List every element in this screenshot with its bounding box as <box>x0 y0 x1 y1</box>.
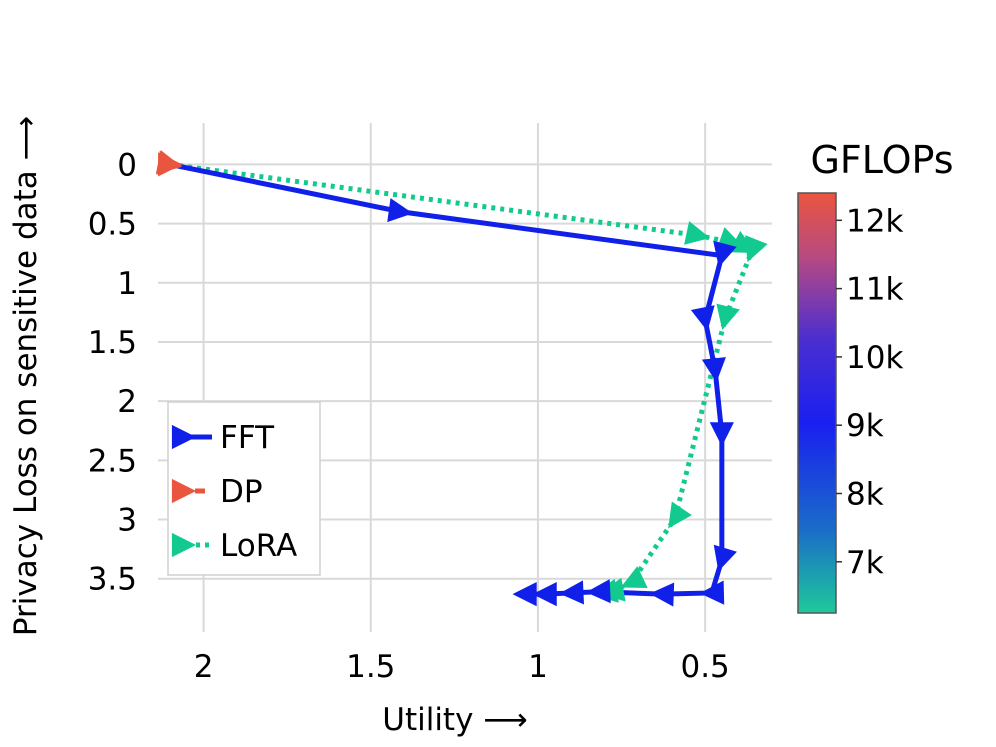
y-tick-label: 1.5 <box>88 325 137 361</box>
colorbar-tick-label: 8k <box>846 476 884 512</box>
y-tick-label: 3 <box>117 503 137 539</box>
data-point-fft <box>713 544 737 572</box>
legend-marker-lora <box>171 532 197 558</box>
data-point-fft <box>586 579 611 604</box>
data-point-fft <box>559 580 585 605</box>
y-tick-label: 1 <box>117 266 137 302</box>
colorbar-gradient <box>797 192 837 614</box>
data-point-lora <box>745 235 768 263</box>
legend-label-dp: DP <box>220 474 263 510</box>
colorbar-tick-label: 11k <box>846 272 903 308</box>
data-point-lora <box>684 221 711 245</box>
data-point-lora <box>620 566 648 589</box>
x-tick-label: 0.5 <box>680 649 729 685</box>
legend-marker-dp <box>171 478 197 504</box>
y-tick-label: 2 <box>117 384 137 420</box>
legend-label-fft: FFT <box>220 420 275 456</box>
colorbar: GFLOPs 12k 11k 10k 9k 8k 7k <box>797 138 954 614</box>
x-axis-label: Utility ⟶ <box>382 702 527 738</box>
data-point-lora <box>716 303 740 331</box>
colorbar-tick-label: 12k <box>846 203 903 239</box>
data-point-fft <box>699 580 725 605</box>
y-tick-label: 3.5 <box>88 562 137 598</box>
data-point-fft <box>713 240 737 268</box>
data-point-fft <box>532 582 557 607</box>
x-tick-label: 2 <box>194 649 214 685</box>
legend-marker-fft <box>171 424 197 450</box>
colorbar-tick-label: 7k <box>846 545 884 581</box>
data-point-fft <box>649 582 675 607</box>
tick-labels: 2 1.5 1 0.5 0 0.5 1 1.5 2 2.5 3 3.5 <box>88 147 730 685</box>
y-tick-label: 2.5 <box>88 443 137 479</box>
y-axis-label: Privacy Loss on sensitive data ⟶ <box>8 116 44 636</box>
data-point-fft <box>512 582 537 607</box>
markers <box>155 150 768 607</box>
data-point-fft <box>690 305 715 332</box>
x-tick-label: 1 <box>528 649 548 685</box>
legend: FFT DP LoRA <box>167 401 321 576</box>
y-tick-label: 0.5 <box>88 207 137 243</box>
data-point-fft <box>701 357 726 383</box>
x-tick-label: 1.5 <box>346 649 395 685</box>
colorbar-tick-label: 10k <box>846 340 903 376</box>
data-point-dp <box>158 152 183 177</box>
data-point-fft <box>387 198 413 223</box>
data-point-fft <box>709 422 734 447</box>
colorbar-tick-label: 9k <box>846 408 884 444</box>
colorbar-title: GFLOPs <box>810 138 953 182</box>
legend-label-lora: LoRA <box>220 528 297 564</box>
data-point-lora <box>668 501 692 529</box>
y-tick-label: 0 <box>117 147 137 183</box>
